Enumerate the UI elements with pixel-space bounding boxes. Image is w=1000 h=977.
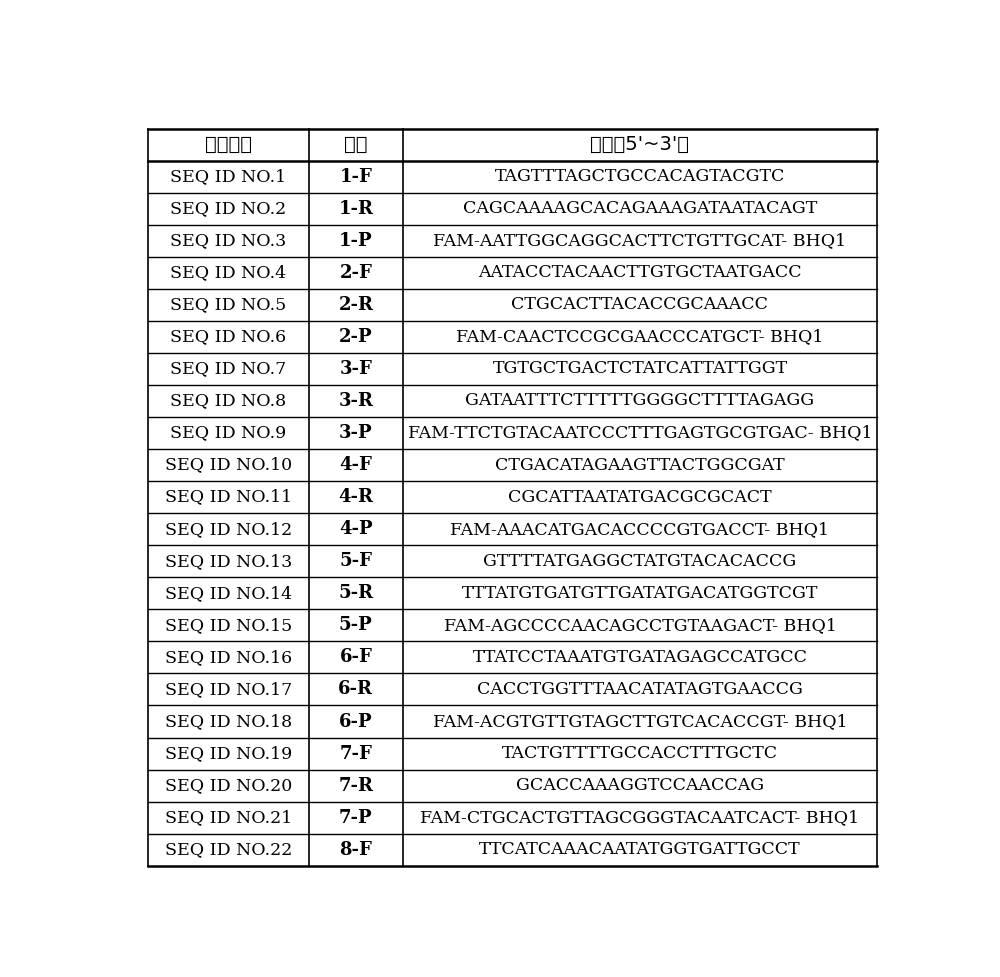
Text: 7-R: 7-R bbox=[338, 777, 373, 794]
Text: 7-P: 7-P bbox=[339, 809, 373, 827]
Text: SEQ ID NO.18: SEQ ID NO.18 bbox=[165, 713, 292, 730]
Text: TTTATGTGATGTTGATATGACATGGTCGT: TTTATGTGATGTTGATATGACATGGTCGT bbox=[462, 585, 818, 602]
Text: 1-R: 1-R bbox=[338, 199, 373, 218]
Text: 序列名称: 序列名称 bbox=[205, 135, 252, 154]
Text: GATAATTTCTTTTTGGGGCTTTTAGAGG: GATAATTTCTTTTTGGGGCTTTTAGAGG bbox=[465, 393, 815, 409]
Text: SEQ ID NO.19: SEQ ID NO.19 bbox=[165, 745, 292, 762]
Text: FAM-TTCTGTACAATCCCTTTGAGTGCGTGAC- BHQ1: FAM-TTCTGTACAATCCCTTTGAGTGCGTGAC- BHQ1 bbox=[408, 425, 872, 442]
Text: 1-F: 1-F bbox=[339, 168, 372, 186]
Text: 序列（5'~3'）: 序列（5'~3'） bbox=[590, 135, 689, 154]
Text: FAM-CAACTCCGCGAACCCATGCT- BHQ1: FAM-CAACTCCGCGAACCCATGCT- BHQ1 bbox=[456, 328, 824, 346]
Text: TTATCCTAAATGTGATAGAGCCATGCC: TTATCCTAAATGTGATAGAGCCATGCC bbox=[472, 649, 807, 666]
Text: GTTTTATGAGGCTATGTACACACCG: GTTTTATGAGGCTATGTACACACCG bbox=[483, 553, 797, 570]
Text: 5-R: 5-R bbox=[338, 584, 373, 602]
Text: 7-F: 7-F bbox=[339, 744, 372, 763]
Text: 2-P: 2-P bbox=[339, 328, 373, 346]
Text: SEQ ID NO.15: SEQ ID NO.15 bbox=[165, 616, 292, 634]
Text: AATACCTACAACTTGTGCTAATGACC: AATACCTACAACTTGTGCTAATGACC bbox=[478, 264, 802, 281]
Text: TACTGTTTTGCCACCTTTGCTC: TACTGTTTTGCCACCTTTGCTC bbox=[502, 745, 778, 762]
Text: 5-P: 5-P bbox=[339, 616, 373, 634]
Text: SEQ ID NO.6: SEQ ID NO.6 bbox=[170, 328, 286, 346]
Text: SEQ ID NO.21: SEQ ID NO.21 bbox=[165, 809, 292, 827]
Text: SEQ ID NO.14: SEQ ID NO.14 bbox=[165, 585, 292, 602]
Text: TGTGCTGACTCTATCATTATTGGT: TGTGCTGACTCTATCATTATTGGT bbox=[492, 361, 788, 377]
Text: CTGACATAGAAGTTACTGGCGAT: CTGACATAGAAGTTACTGGCGAT bbox=[495, 456, 785, 474]
Text: SEQ ID NO.1: SEQ ID NO.1 bbox=[170, 168, 286, 185]
Text: SEQ ID NO.5: SEQ ID NO.5 bbox=[170, 296, 287, 314]
Text: SEQ ID NO.11: SEQ ID NO.11 bbox=[165, 488, 292, 506]
Text: 4-P: 4-P bbox=[339, 520, 373, 538]
Text: 4-F: 4-F bbox=[339, 456, 372, 474]
Text: FAM-ACGTGTTGTAGCTTGTCACACCGT- BHQ1: FAM-ACGTGTTGTAGCTTGTCACACCGT- BHQ1 bbox=[433, 713, 847, 730]
Text: SEQ ID NO.4: SEQ ID NO.4 bbox=[170, 264, 286, 281]
Text: 6-P: 6-P bbox=[339, 712, 373, 731]
Text: CTGCACTTACACCGCAAACC: CTGCACTTACACCGCAAACC bbox=[511, 296, 768, 314]
Text: CAGCAAAAGCACAGAAAGATAATACAGT: CAGCAAAAGCACAGAAAGATAATACAGT bbox=[463, 200, 817, 217]
Text: 8-F: 8-F bbox=[339, 841, 372, 859]
Text: SEQ ID NO.2: SEQ ID NO.2 bbox=[170, 200, 287, 217]
Text: FAM-AATTGGCAGGCACTTCTGTTGCAT- BHQ1: FAM-AATTGGCAGGCACTTCTGTTGCAT- BHQ1 bbox=[433, 233, 847, 249]
Text: TTCATCAAACAATATGGTGATTGCCT: TTCATCAAACAATATGGTGATTGCCT bbox=[479, 841, 801, 858]
Text: 2-F: 2-F bbox=[339, 264, 372, 281]
Text: 6-R: 6-R bbox=[338, 680, 373, 699]
Text: SEQ ID NO.3: SEQ ID NO.3 bbox=[170, 233, 287, 249]
Text: SEQ ID NO.10: SEQ ID NO.10 bbox=[165, 456, 292, 474]
Text: SEQ ID NO.7: SEQ ID NO.7 bbox=[170, 361, 287, 377]
Text: SEQ ID NO.22: SEQ ID NO.22 bbox=[165, 841, 292, 858]
Text: 2-R: 2-R bbox=[338, 296, 373, 314]
Text: SEQ ID NO.17: SEQ ID NO.17 bbox=[165, 681, 292, 698]
Text: 6-F: 6-F bbox=[339, 649, 372, 666]
Text: CACCTGGTTTAACATATAGTGAACCG: CACCTGGTTTAACATATAGTGAACCG bbox=[477, 681, 803, 698]
Text: SEQ ID NO.16: SEQ ID NO.16 bbox=[165, 649, 292, 666]
Text: 3-F: 3-F bbox=[339, 360, 372, 378]
Text: 3-R: 3-R bbox=[338, 392, 373, 410]
Text: 3-P: 3-P bbox=[339, 424, 373, 442]
Text: SEQ ID NO.8: SEQ ID NO.8 bbox=[170, 393, 286, 409]
Text: SEQ ID NO.20: SEQ ID NO.20 bbox=[165, 777, 292, 794]
Text: SEQ ID NO.12: SEQ ID NO.12 bbox=[165, 521, 292, 537]
Text: SEQ ID NO.9: SEQ ID NO.9 bbox=[170, 425, 287, 442]
Text: 4-R: 4-R bbox=[338, 488, 373, 506]
Text: GCACCAAAGGTCCAACCAG: GCACCAAAGGTCCAACCAG bbox=[516, 777, 764, 794]
Text: FAM-AAACATGACACCCCGTGACCT- BHQ1: FAM-AAACATGACACCCCGTGACCT- BHQ1 bbox=[450, 521, 829, 537]
Text: SEQ ID NO.13: SEQ ID NO.13 bbox=[165, 553, 292, 570]
Text: TAGTTTAGCTGCCACAGTACGTC: TAGTTTAGCTGCCACAGTACGTC bbox=[495, 168, 785, 185]
Text: 名称: 名称 bbox=[344, 135, 368, 154]
Text: FAM-AGCCCCAACAGCCTGTAAGACT- BHQ1: FAM-AGCCCCAACAGCCTGTAAGACT- BHQ1 bbox=[444, 616, 836, 634]
Text: 1-P: 1-P bbox=[339, 232, 373, 250]
Text: CGCATTAATATGACGCGCACT: CGCATTAATATGACGCGCACT bbox=[508, 488, 772, 506]
Text: FAM-CTGCACTGTTAGCGGGTACAATCACT- BHQ1: FAM-CTGCACTGTTAGCGGGTACAATCACT- BHQ1 bbox=[420, 809, 860, 827]
Text: 5-F: 5-F bbox=[339, 552, 372, 571]
